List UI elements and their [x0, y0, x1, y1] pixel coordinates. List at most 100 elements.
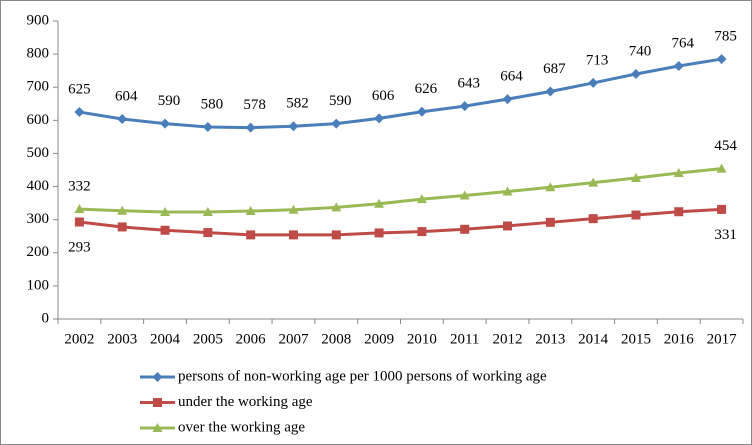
data-point	[160, 225, 170, 235]
data-point	[117, 114, 128, 125]
x-tick-label: 2006	[236, 331, 267, 347]
data-point	[74, 107, 85, 118]
data-point	[545, 217, 555, 227]
data-point	[673, 61, 684, 72]
x-tick-label: 2014	[578, 331, 609, 347]
y-tick-label: 400	[27, 178, 50, 194]
legend-marker	[152, 423, 163, 432]
data-point	[502, 186, 513, 196]
data-point	[288, 204, 299, 214]
data-point	[545, 86, 556, 97]
data-label: 606	[372, 88, 395, 104]
data-point	[717, 204, 727, 214]
data-label: 713	[586, 52, 609, 68]
data-label: 331	[714, 227, 737, 243]
data-label: 626	[415, 81, 438, 97]
y-tick-label: 300	[27, 211, 50, 227]
data-point	[160, 118, 171, 129]
x-tick-label: 2002	[64, 331, 94, 347]
legend-marker	[152, 372, 163, 382]
data-point	[588, 77, 599, 88]
data-point	[416, 106, 427, 117]
data-point	[716, 163, 727, 173]
data-label: 590	[158, 93, 181, 109]
x-tick-label: 2004	[150, 331, 181, 347]
series-line	[79, 57, 722, 130]
data-point	[74, 217, 84, 227]
data-point	[630, 68, 641, 79]
series-line	[79, 167, 722, 214]
data-point	[630, 172, 641, 182]
data-label: 454	[714, 138, 737, 154]
data-label: 664	[500, 69, 523, 85]
legend-label: persons of non-working age per 1000 pers…	[178, 368, 547, 384]
y-tick-label: 100	[27, 277, 50, 293]
data-point	[74, 204, 85, 214]
data-label: 785	[714, 29, 737, 45]
x-tick-label: 2015	[621, 331, 651, 347]
data-point	[588, 177, 599, 187]
x-tick-label: 2017	[707, 331, 738, 347]
data-point	[160, 207, 171, 217]
data-point	[374, 198, 385, 208]
legend-label: under the working age	[178, 394, 313, 410]
data-point	[331, 202, 342, 212]
data-point	[631, 210, 641, 220]
data-point	[331, 118, 342, 129]
y-tick-label: 900	[27, 12, 50, 28]
y-tick-label: 0	[42, 310, 50, 326]
x-tick-label: 2007	[278, 331, 309, 347]
data-point	[674, 207, 684, 217]
data-label: 580	[201, 96, 224, 112]
data-label: 293	[68, 239, 91, 255]
data-point	[416, 194, 427, 204]
data-label: 643	[457, 76, 480, 92]
x-tick-label: 2003	[107, 331, 137, 347]
data-label: 332	[68, 179, 91, 195]
data-point	[202, 121, 213, 132]
y-tick-label: 700	[27, 79, 50, 95]
data-label: 764	[672, 35, 695, 51]
data-point	[459, 101, 470, 112]
data-point	[246, 230, 256, 240]
data-label: 625	[68, 81, 91, 97]
data-point	[117, 205, 128, 215]
data-label: 740	[629, 43, 652, 59]
data-point	[202, 207, 213, 217]
x-tick-label: 2013	[535, 331, 565, 347]
x-tick-label: 2009	[364, 331, 394, 347]
data-point	[374, 113, 385, 124]
data-point	[716, 54, 727, 65]
x-tick-label: 2011	[450, 331, 479, 347]
y-tick-label: 200	[27, 244, 50, 260]
data-label: 582	[286, 96, 309, 112]
series-line	[79, 207, 722, 237]
data-point	[503, 221, 513, 231]
x-tick-label: 2010	[407, 331, 437, 347]
y-tick-label: 600	[27, 112, 50, 128]
x-tick-label: 2012	[493, 331, 523, 347]
data-point	[331, 230, 341, 240]
data-point	[288, 230, 298, 240]
data-point	[673, 167, 684, 177]
data-point	[460, 224, 470, 234]
y-tick-label: 500	[27, 145, 50, 161]
data-label: 687	[543, 61, 566, 77]
data-point	[545, 182, 556, 192]
data-point	[502, 94, 513, 105]
x-tick-label: 2005	[193, 331, 223, 347]
legend-marker	[153, 398, 162, 407]
data-label: 604	[115, 88, 138, 104]
x-tick-label: 2016	[664, 331, 695, 347]
data-point	[203, 228, 213, 238]
data-point	[374, 228, 384, 238]
data-point	[459, 190, 470, 200]
data-point	[245, 122, 256, 133]
x-tick-label: 2008	[321, 331, 351, 347]
legend-label: over the working age	[178, 419, 305, 435]
y-tick-label: 800	[27, 46, 50, 62]
data-point	[417, 227, 427, 237]
data-point	[288, 121, 299, 132]
data-label: 578	[243, 97, 266, 113]
